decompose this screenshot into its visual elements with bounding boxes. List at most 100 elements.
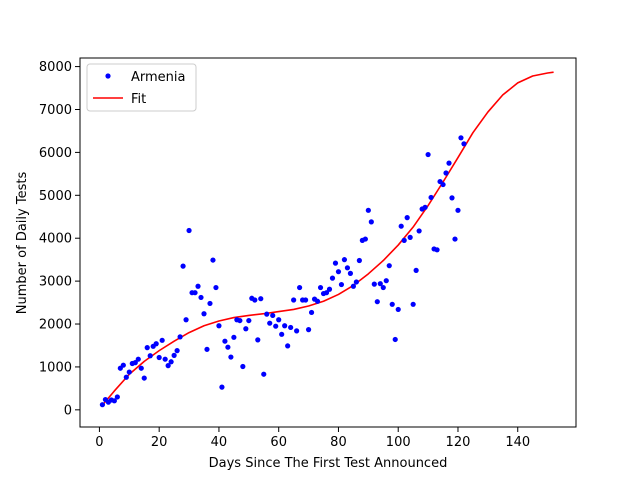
data-point	[240, 363, 246, 370]
data-point	[452, 236, 458, 242]
y-tick-label: 0	[64, 403, 72, 418]
data-point	[144, 345, 150, 351]
y-tick-label: 8000	[39, 60, 72, 75]
data-point	[141, 375, 147, 381]
data-point	[392, 336, 398, 343]
legend-label: Armenia	[131, 70, 186, 85]
y-tick-label: 6000	[39, 146, 72, 161]
fit-line	[101, 71, 554, 406]
legend-label: Fit	[131, 92, 146, 107]
data-point	[231, 334, 237, 340]
data-point	[386, 263, 392, 269]
data-point	[126, 369, 132, 375]
data-point	[135, 356, 141, 362]
data-point	[347, 270, 354, 276]
data-point	[443, 170, 449, 176]
data-point	[180, 263, 186, 269]
data-point	[225, 344, 231, 350]
data-point	[308, 309, 315, 316]
data-point	[335, 269, 342, 275]
data-point	[111, 398, 117, 404]
data-point	[455, 207, 461, 213]
data-point	[288, 324, 294, 331]
data-point	[270, 312, 276, 319]
data-point	[159, 337, 165, 343]
data-point	[258, 296, 264, 302]
legend-box	[86, 63, 197, 112]
data-point	[243, 326, 249, 332]
data-point	[353, 279, 359, 285]
data-point	[228, 354, 234, 360]
data-point	[374, 299, 380, 305]
data-point	[222, 338, 228, 344]
data-point	[201, 311, 207, 317]
data-point	[413, 267, 419, 273]
data-point	[314, 298, 321, 304]
data-point	[138, 365, 144, 371]
data-point	[168, 359, 174, 365]
data-point	[356, 257, 362, 264]
data-point	[294, 328, 300, 334]
data-point	[291, 297, 297, 303]
x-tick-label: 100	[386, 435, 411, 450]
data-point	[177, 334, 183, 340]
data-point	[207, 300, 213, 307]
x-tick-label: 120	[446, 435, 471, 450]
data-point	[153, 341, 159, 347]
data-point	[449, 195, 455, 201]
y-tick-label: 4000	[39, 232, 72, 247]
x-axis-ticks: 0 20 40 60 80 100 120 140	[95, 427, 530, 450]
data-point	[114, 394, 120, 400]
data-point	[416, 228, 422, 234]
data-point	[410, 301, 416, 307]
data-point	[305, 327, 312, 333]
y-axis-ticks: 0 1000 2000 3000 4000 5000 6000 7000 8000	[39, 60, 80, 418]
data-point	[237, 317, 243, 324]
data-point	[123, 374, 129, 380]
data-point	[422, 204, 428, 210]
data-point	[273, 323, 279, 329]
data-point	[317, 284, 324, 291]
data-point	[204, 346, 210, 352]
data-point	[338, 281, 345, 288]
data-point	[246, 317, 252, 324]
x-tick-label: 20	[151, 435, 168, 450]
data-point	[192, 290, 198, 296]
data-point	[377, 281, 383, 287]
data-point	[255, 337, 261, 343]
y-axis-label: Number of Daily Tests	[15, 172, 30, 315]
data-point	[389, 301, 395, 307]
data-point	[132, 360, 138, 366]
data-point	[279, 331, 285, 337]
data-point	[350, 283, 356, 289]
data-point	[147, 353, 153, 359]
data-point	[428, 194, 434, 201]
legend: Armenia Fit	[86, 63, 197, 112]
data-point	[99, 402, 106, 408]
data-point	[434, 247, 440, 253]
data-point	[344, 265, 351, 271]
data-point	[162, 356, 168, 362]
data-point	[264, 311, 270, 317]
data-point	[171, 352, 177, 358]
y-tick-label: 3000	[39, 275, 72, 290]
y-tick-label: 1000	[39, 360, 72, 375]
data-point	[404, 215, 410, 221]
y-tick-label: 7000	[39, 103, 72, 118]
data-point	[332, 260, 339, 266]
data-point	[368, 219, 374, 225]
data-point	[252, 297, 258, 303]
data-point	[395, 306, 401, 313]
data-point	[440, 181, 446, 188]
data-point	[216, 323, 222, 329]
plot-area	[99, 71, 554, 408]
x-tick-label: 140	[505, 435, 530, 450]
data-point	[261, 371, 267, 377]
data-point	[297, 284, 303, 291]
x-tick-label: 60	[270, 435, 287, 450]
y-tick-label: 5000	[39, 189, 72, 204]
data-point	[183, 317, 189, 323]
data-point	[329, 275, 336, 281]
